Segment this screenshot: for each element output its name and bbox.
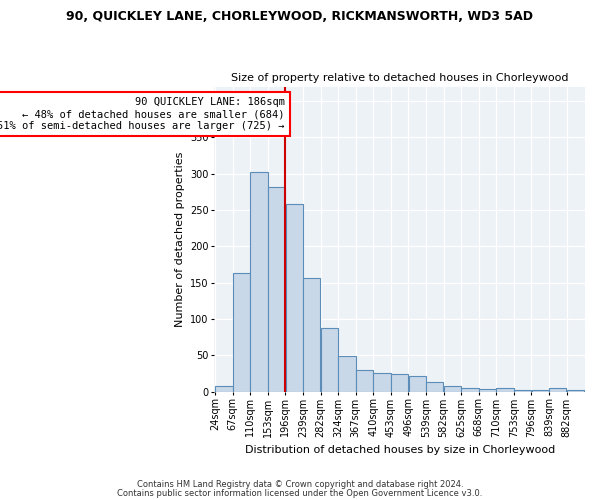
Bar — [373, 373, 391, 392]
Bar — [567, 390, 584, 392]
Text: 90, QUICKLEY LANE, CHORLEYWOOD, RICKMANSWORTH, WD3 5AD: 90, QUICKLEY LANE, CHORLEYWOOD, RICKMANS… — [67, 10, 533, 23]
Bar — [409, 376, 426, 392]
Bar — [461, 388, 479, 392]
Bar — [479, 389, 496, 392]
Bar — [268, 187, 285, 392]
Bar — [391, 374, 408, 392]
Bar — [338, 356, 356, 392]
Bar — [426, 382, 443, 392]
Bar — [233, 274, 250, 392]
Bar — [250, 172, 268, 392]
Bar — [514, 390, 531, 392]
Bar — [356, 370, 373, 392]
Bar — [286, 204, 303, 392]
Bar — [532, 390, 549, 392]
Bar — [321, 328, 338, 392]
Bar — [496, 388, 514, 392]
X-axis label: Distribution of detached houses by size in Chorleywood: Distribution of detached houses by size … — [245, 445, 555, 455]
Title: Size of property relative to detached houses in Chorleywood: Size of property relative to detached ho… — [231, 73, 568, 83]
Text: Contains HM Land Registry data © Crown copyright and database right 2024.: Contains HM Land Registry data © Crown c… — [137, 480, 463, 489]
Bar — [215, 386, 233, 392]
Bar — [303, 278, 320, 392]
Text: 90 QUICKLEY LANE: 186sqm
← 48% of detached houses are smaller (684)
51% of semi-: 90 QUICKLEY LANE: 186sqm ← 48% of detach… — [0, 98, 284, 130]
Bar — [444, 386, 461, 392]
Text: Contains public sector information licensed under the Open Government Licence v3: Contains public sector information licen… — [118, 488, 482, 498]
Bar — [549, 388, 566, 392]
Y-axis label: Number of detached properties: Number of detached properties — [175, 152, 185, 327]
